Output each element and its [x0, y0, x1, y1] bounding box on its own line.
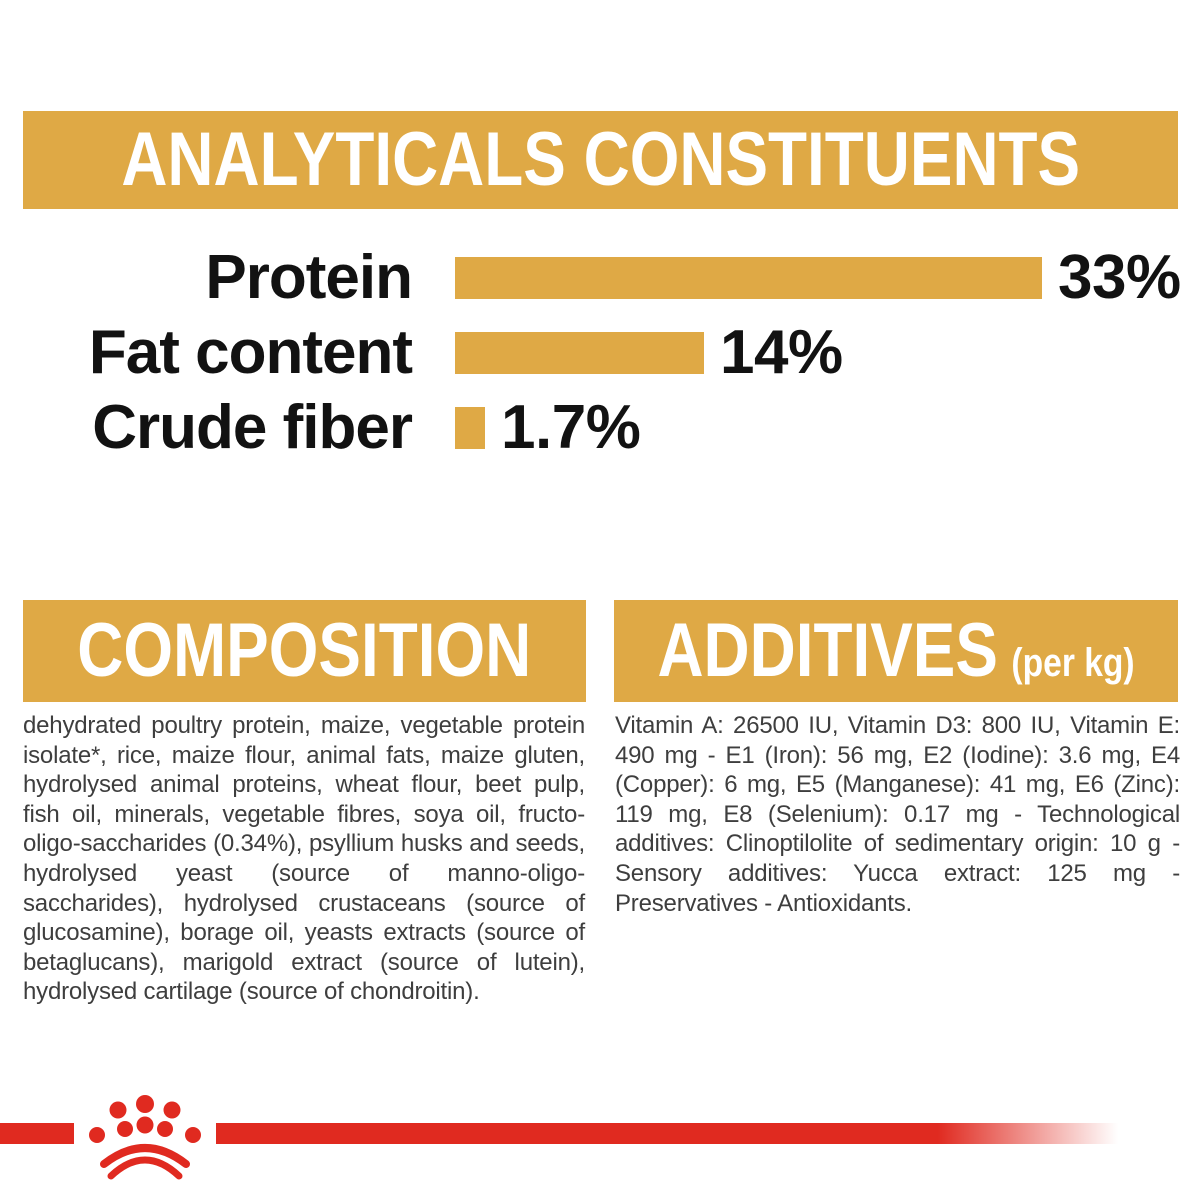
- chart-row-fiber: Crude fiber 1.7%: [0, 390, 1200, 465]
- chart-category-label: Protein: [205, 242, 413, 312]
- additives-title-main: ADDITIVES: [657, 608, 998, 693]
- analytical-constituents-chart: Protein 33% Fat content 14% Crude fiber …: [0, 240, 1200, 465]
- analyticals-title: ANALYTICALS CONSTITUENTS: [121, 117, 1080, 202]
- analyticals-banner: ANALYTICALS CONSTITUENTS: [23, 111, 1178, 209]
- additives-text: Vitamin A: 26500 IU, Vitamin D3: 800 IU,…: [615, 712, 1180, 917]
- protein-bar: [455, 256, 1042, 299]
- royal-canin-crown-icon: [89, 1095, 201, 1180]
- composition-banner: COMPOSITION: [23, 600, 586, 702]
- divider-line-right: [216, 1123, 1118, 1144]
- composition-text: dehydrated poultry protein, maize, veget…: [23, 712, 585, 1006]
- additives-title-unit: (per kg): [1011, 641, 1135, 685]
- additives-banner: ADDITIVES (per kg): [614, 600, 1178, 702]
- chart-row-protein: Protein 33%: [0, 240, 1200, 315]
- divider-line-left: [0, 1123, 74, 1144]
- composition-title: COMPOSITION: [77, 608, 532, 693]
- fat-content-value-label: 14%: [720, 317, 843, 387]
- chart-category-label: Crude fiber: [92, 392, 413, 462]
- fat-content-bar: [455, 331, 704, 374]
- crude-fiber-bar: [455, 406, 485, 449]
- chart-category-label: Fat content: [88, 317, 413, 387]
- additives-title: ADDITIVES (per kg): [657, 613, 1134, 689]
- chart-row-fat: Fat content 14%: [0, 315, 1200, 390]
- protein-value-label: 33%: [1058, 242, 1181, 312]
- crude-fiber-value-label: 1.7%: [501, 392, 641, 462]
